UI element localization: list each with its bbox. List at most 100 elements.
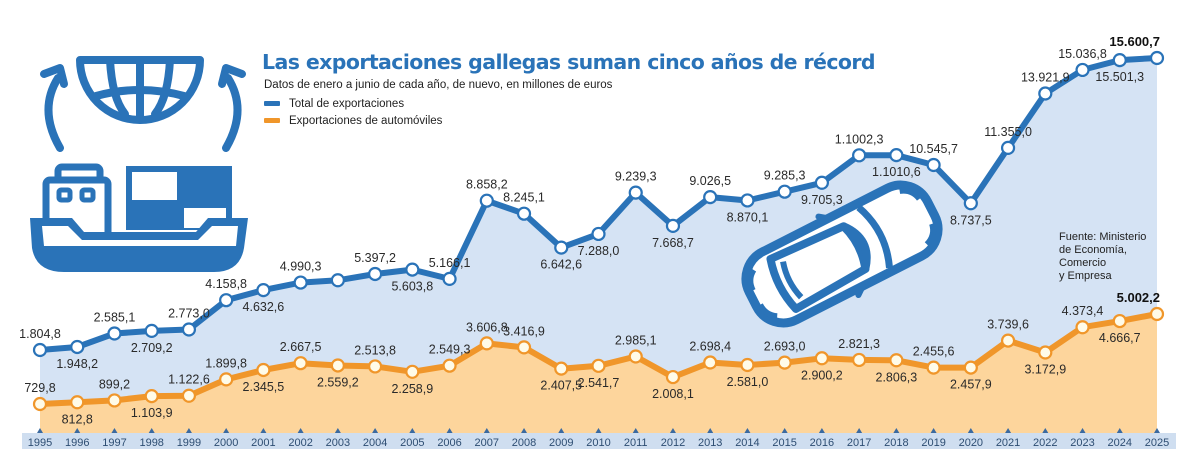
data-label: 5.002,2: [1117, 290, 1160, 305]
data-label: 13.921,9: [1021, 71, 1070, 85]
data-point: [703, 190, 718, 205]
data-point: [219, 293, 234, 308]
data-label: 2.008,1: [652, 387, 694, 401]
car-icon: [741, 180, 943, 328]
data-label: 2.667,5: [280, 340, 322, 354]
legend-item-autos: Exportaciones de automóviles: [264, 112, 442, 129]
ship-globe-export-icon: [40, 56, 246, 152]
x-tick-mark: [297, 428, 304, 433]
data-label: 2.821,3: [838, 337, 880, 351]
data-point: [1038, 345, 1053, 360]
data-point: [591, 358, 606, 373]
data-label: 1.1002,3: [835, 132, 884, 146]
data-label: 2.585,1: [94, 310, 136, 324]
data-label: 5.397,2: [354, 251, 396, 265]
data-point: [442, 271, 457, 286]
x-tick-mark: [37, 428, 43, 433]
data-point: [554, 361, 569, 376]
data-label: 1.103,9: [131, 406, 173, 420]
data-label: 4.373,4: [1062, 304, 1104, 318]
data-label: 4.666,7: [1099, 331, 1141, 345]
x-tick-label: 1996: [65, 437, 89, 449]
data-label: 5.166,1: [429, 256, 471, 270]
data-label: 10.545,7: [909, 142, 958, 156]
legend-label-total: Total de exportaciones: [289, 97, 405, 110]
data-point: [330, 358, 345, 373]
data-point: [1149, 50, 1165, 66]
x-tick-label: 2010: [586, 437, 610, 449]
data-point: [70, 339, 85, 355]
data-label: 2.806,3: [876, 370, 918, 384]
x-tick-label: 2001: [251, 437, 275, 449]
data-label: 9.285,3: [764, 169, 806, 183]
x-tick-label: 2019: [921, 437, 945, 449]
data-label: 2.258,9: [391, 382, 433, 396]
data-point: [442, 358, 457, 373]
data-label: 2.455,6: [913, 345, 955, 359]
x-tick-mark: [260, 428, 267, 433]
data-point: [926, 360, 941, 375]
data-label: 5.603,8: [391, 280, 433, 294]
x-tick-label: 2021: [996, 437, 1020, 449]
data-label: 8.858,2: [466, 178, 508, 192]
data-point: [814, 175, 830, 190]
data-point: [181, 388, 197, 403]
x-tick-mark: [669, 428, 676, 433]
data-label: 2.773,0: [168, 307, 210, 321]
data-label: 11.355,0: [984, 125, 1032, 139]
data-point: [405, 364, 420, 379]
x-tick-mark: [483, 428, 490, 433]
x-tick-label: 2022: [1033, 437, 1057, 449]
chart-title: Las exportaciones gallegas suman cinco a…: [262, 50, 876, 74]
x-tick-mark: [632, 428, 639, 433]
x-tick-mark: [893, 428, 900, 433]
data-point: [293, 275, 308, 290]
x-tick-label: 2024: [1108, 437, 1132, 449]
x-tick-label: 2015: [772, 437, 796, 449]
data-point: [144, 389, 159, 404]
x-tick-mark: [372, 428, 379, 433]
x-tick-label: 2025: [1145, 437, 1169, 449]
area-total: [40, 58, 1157, 433]
data-label: 7.668,7: [652, 236, 694, 250]
data-label: 3.739,6: [987, 318, 1029, 332]
x-tick-label: 2011: [624, 437, 648, 449]
x-tick-mark: [111, 428, 118, 433]
x-tick-mark: [148, 428, 155, 433]
data-point: [256, 362, 271, 378]
data-point: [852, 352, 867, 368]
x-tick-label: 1998: [139, 437, 163, 449]
data-label: 4.632,6: [243, 300, 285, 314]
data-point: [1075, 320, 1090, 335]
data-label: 3.172,9: [1024, 363, 1066, 377]
x-tick-label: 2007: [475, 437, 499, 449]
data-point: [777, 184, 792, 199]
data-label: 2.345,5: [243, 380, 285, 394]
x-tick-mark: [707, 428, 714, 433]
x-tick-label: 2002: [288, 437, 312, 449]
area-layer: [40, 58, 1157, 433]
data-point: [368, 359, 383, 374]
x-tick-label: 2013: [698, 437, 722, 449]
data-point: [107, 393, 122, 408]
x-tick-mark: [1079, 428, 1086, 433]
x-tick-label: 2014: [735, 437, 759, 449]
x-tick-mark: [818, 428, 825, 433]
data-label: 812,8: [62, 412, 93, 426]
data-point: [32, 342, 48, 358]
data-point: [926, 157, 941, 173]
data-label: 15.600,7: [1109, 34, 1160, 49]
data-point: [628, 349, 643, 364]
source-note: Fuente: Ministerio de Economía, Comercio…: [1059, 231, 1146, 283]
data-label: 9.239,3: [615, 170, 657, 184]
data-label: 2.985,1: [615, 333, 657, 347]
data-label: 899,2: [99, 377, 130, 391]
data-label: 4.158,8: [205, 277, 247, 291]
x-tick-label: 2006: [437, 437, 461, 449]
data-label: 2.559,2: [317, 375, 359, 389]
data-label: 2.457,9: [950, 378, 992, 392]
data-point: [591, 226, 606, 242]
x-tick-mark: [446, 428, 453, 433]
x-tick-label: 2009: [549, 437, 573, 449]
